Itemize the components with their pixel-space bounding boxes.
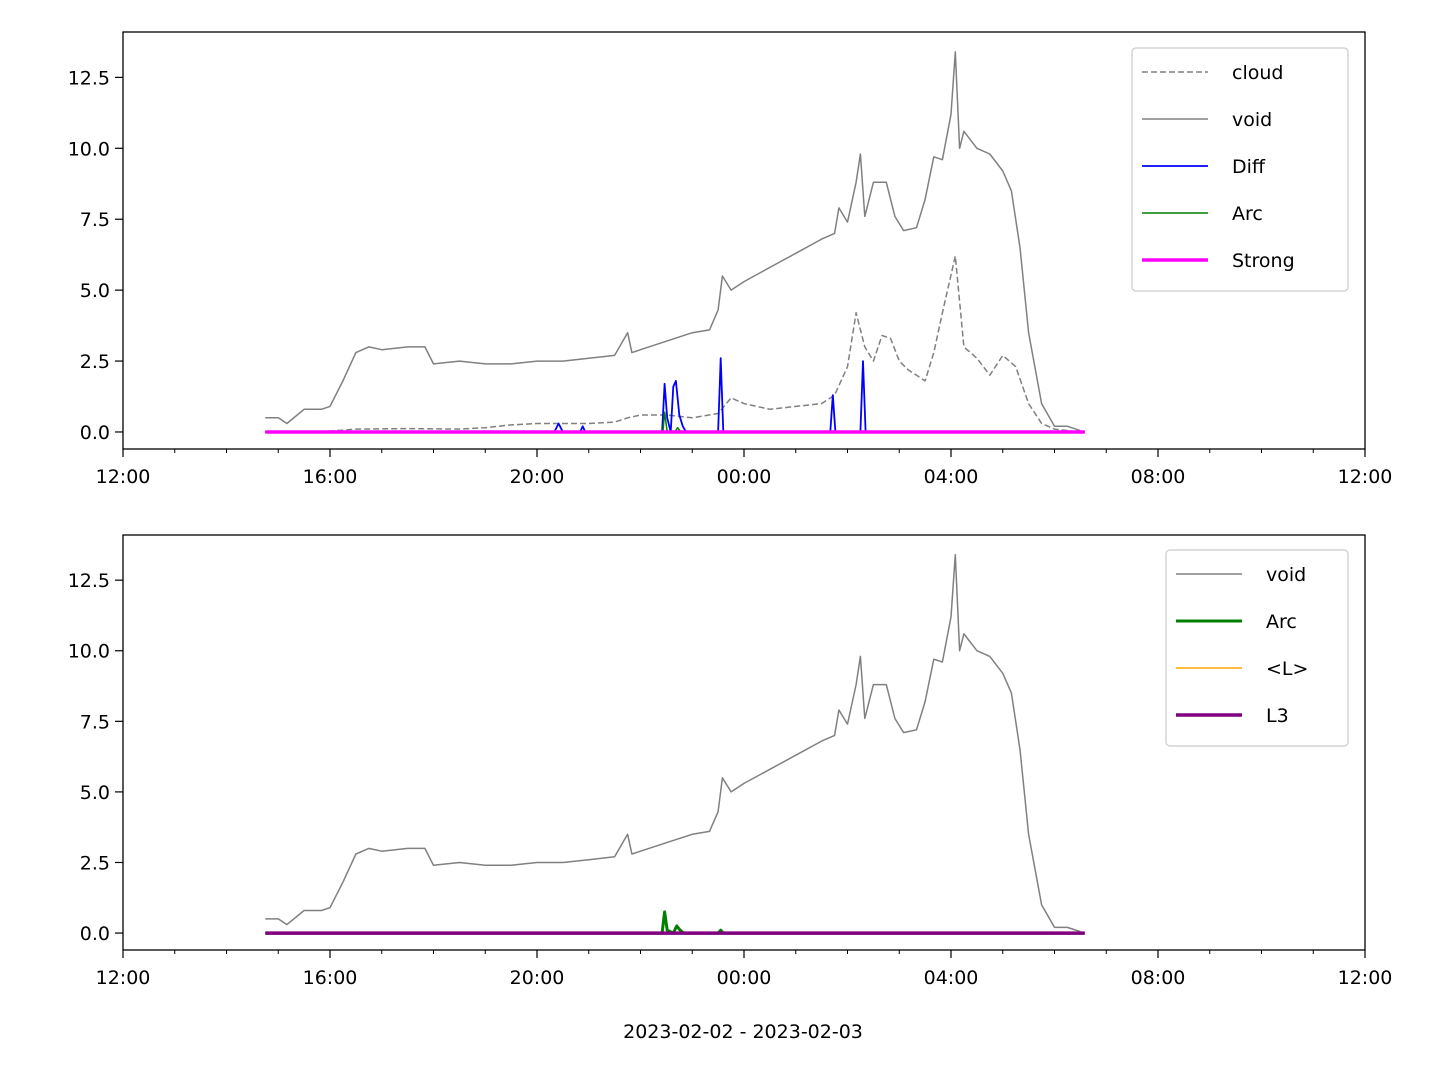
series-line-arc — [265, 910, 1085, 935]
x-tick-label: 04:00 — [924, 466, 979, 488]
legend-label: Arc — [1266, 611, 1297, 633]
y-tick-label: 2.5 — [80, 852, 110, 874]
y-tick-label: 12.5 — [68, 570, 110, 592]
y-tick-label: 2.5 — [80, 351, 110, 373]
y-tick-label: 0.0 — [80, 923, 110, 945]
y-tick-label: 5.0 — [80, 280, 110, 302]
legend-label: <L> — [1266, 658, 1308, 680]
y-tick-label: 7.5 — [80, 209, 110, 231]
legend-label: Diff — [1232, 156, 1266, 178]
y-tick-label: 7.5 — [80, 711, 110, 733]
x-tick-label: 12:00 — [96, 466, 151, 488]
top-panel: 12:00 16:00 20:00 00:00 04:00 08:00 12:00 0.0 2.… — [68, 31, 1393, 488]
x-tick-label: 00:00 — [717, 466, 772, 488]
y-tick-label: 10.0 — [68, 138, 110, 160]
legend-label: cloud — [1232, 62, 1283, 84]
series-line-diff — [265, 357, 1085, 433]
legend-label: Strong — [1232, 250, 1295, 272]
y-tick-label: 10.0 — [68, 641, 110, 663]
legend: cloud void Diff Arc Strong — [1131, 47, 1349, 292]
legend-box — [1165, 549, 1349, 747]
legend-label: Arc — [1232, 203, 1263, 225]
x-tick-label: 16:00 — [303, 967, 358, 989]
legend: void Arc <L> L3 — [1165, 549, 1349, 747]
x-tick-label: 16:00 — [303, 466, 358, 488]
y-tick-label: 12.5 — [68, 67, 110, 89]
legend-label: void — [1232, 109, 1272, 131]
legend-label: L3 — [1266, 705, 1289, 727]
x-tick-label: 12:00 — [1338, 967, 1393, 989]
legend-label: void — [1266, 564, 1306, 586]
series-line-cloud — [265, 255, 1081, 433]
x-tick-label: 20:00 — [510, 466, 565, 488]
x-tick-label: 00:00 — [717, 967, 772, 989]
x-tick-label: 12:00 — [96, 967, 151, 989]
series-line-void — [265, 51, 1081, 432]
bottom-panel: 12:00 16:00 20:00 00:00 04:00 08:00 12:00 0.0 2.… — [68, 534, 1393, 989]
x-tick-label: 08:00 — [1131, 466, 1186, 488]
x-tick-label: 12:00 — [1338, 466, 1393, 488]
figure-xlabel: 2023-02-02 - 2023-02-03 — [623, 1021, 863, 1043]
legend-box — [1131, 47, 1349, 292]
y-tick-label: 5.0 — [80, 782, 110, 804]
x-tick-label: 08:00 — [1131, 967, 1186, 989]
x-tick-label: 20:00 — [510, 967, 565, 989]
series-line-arc — [265, 411, 1085, 433]
series-line-void — [265, 554, 1081, 933]
x-tick-label: 04:00 — [924, 967, 979, 989]
y-tick-label: 0.0 — [80, 422, 110, 444]
